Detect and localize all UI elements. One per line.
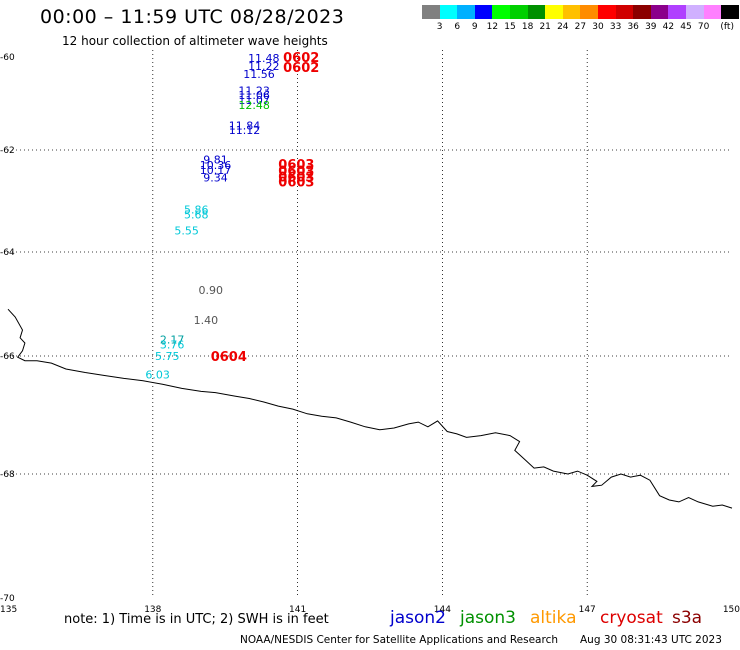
scale-label: 36 [627, 22, 639, 32]
wave-height-value: 11.12 [229, 124, 261, 137]
longitude-label: 147 [579, 605, 596, 615]
wave-height-value: 5.68 [184, 208, 209, 221]
scale-swatch [580, 5, 598, 19]
scale-label: 9 [471, 22, 478, 32]
legend-cryosat: cryosat [600, 608, 663, 628]
scale-swatch [509, 5, 528, 19]
scale-swatch [703, 5, 722, 19]
pass-number: 0602 [283, 61, 319, 76]
wave-height-value: 11.07 [238, 94, 270, 107]
scale-swatch [668, 5, 686, 19]
wave-height-value: 10.17 [200, 164, 232, 177]
wave-height-value: 9.81 [203, 154, 228, 167]
wave-height-value: 9.34 [203, 172, 228, 185]
coastline [7, 308, 733, 509]
wave-height-value: 11.22 [248, 60, 280, 73]
wave-height-value: 11.84 [229, 119, 261, 132]
longitude-label: 135 [0, 605, 17, 615]
scale-label: (ft) [720, 22, 734, 32]
scale-swatch [650, 5, 669, 19]
scale-label: 42 [662, 22, 675, 32]
longitude-label: 138 [144, 605, 161, 615]
latitude-label: -60 [0, 53, 15, 63]
wave-height-value: 11.48 [248, 52, 280, 65]
latitude-label: -62 [0, 146, 15, 156]
pass-number: 0603 [278, 176, 314, 191]
wave-height-value: 12.48 [238, 99, 270, 112]
latitude-label: -64 [0, 248, 15, 258]
scale-label: 6 [454, 22, 461, 32]
scale-swatch [721, 5, 739, 19]
wave-height-value: 11.56 [243, 68, 275, 81]
scale-label: 18 [521, 22, 534, 32]
scale-swatch [457, 5, 475, 19]
wave-height-color-scale [422, 5, 739, 19]
scale-label: 3 [436, 22, 443, 32]
latitude-label: -70 [0, 594, 15, 604]
scale-label: 21 [539, 22, 551, 32]
latitude-labels: -60 -62 -64 -66 -68 -70 [0, 53, 15, 604]
wave-height-value: 10.36 [200, 159, 232, 172]
longitude-labels: 135 138 141 144 147 150 [0, 605, 740, 615]
scale-label: 27 [574, 22, 587, 32]
wave-height-value: 6.03 [145, 368, 170, 381]
wave-height-value: 3.76 [160, 339, 185, 352]
scale-swatch [492, 5, 510, 19]
longitude-label: 150 [723, 605, 740, 615]
scale-label: 30 [592, 22, 604, 32]
pass-number: 0604 [211, 350, 247, 365]
map-subtitle: 12 hour collection of altimeter wave hei… [62, 34, 328, 48]
scale-label: 33 [609, 22, 622, 32]
scale-swatch [597, 5, 616, 19]
lat-lon-grid [8, 50, 732, 598]
scale-label: 70 [697, 22, 710, 32]
pass-number: 0602 [283, 51, 319, 66]
legend-jason2: jason2 [390, 608, 446, 628]
pass-number: 0603 [278, 164, 314, 179]
scale-swatch [422, 5, 440, 19]
wave-height-value: 5.75 [155, 350, 180, 363]
longitude-label: 141 [289, 605, 306, 615]
pass-number: 0603 [278, 158, 314, 173]
color-scale-labels: 3 6 9 12 15 18 21 24 27 30 33 36 39 42 45 70 (ft) [422, 22, 740, 34]
scale-swatch [633, 5, 651, 19]
legend-s3a: s3a [672, 608, 703, 628]
scale-label: 24 [557, 22, 569, 32]
scale-label: 39 [645, 22, 657, 32]
wave-height-value: 2.17 [160, 333, 185, 346]
scale-label: 45 [680, 22, 692, 32]
wave-height-value: 5.86 [184, 204, 209, 217]
scale-swatch [439, 5, 458, 19]
map-title: 00:00 – 11:59 UTC 08/28/2023 [40, 6, 345, 28]
latitude-label: -66 [0, 352, 15, 362]
scale-swatch [685, 5, 704, 19]
longitude-label: 144 [434, 605, 451, 615]
scale-label: 15 [504, 22, 516, 32]
note-text: note: 1) Time is in UTC; 2) SWH is in fe… [64, 612, 329, 627]
wave-height-value: 0.90 [198, 284, 223, 297]
scale-label: 12 [486, 22, 499, 32]
latitude-label: -68 [0, 470, 15, 480]
scale-swatch [545, 5, 563, 19]
scale-swatch [527, 5, 546, 19]
scale-swatch [562, 5, 581, 19]
wave-height-value: 1.40 [194, 314, 219, 327]
legend-jason3: jason3 [460, 608, 516, 628]
legend-altika: altika [530, 608, 577, 628]
credit-text: NOAA/NESDIS Center for Satellite Applica… [240, 634, 558, 646]
scale-swatch [474, 5, 493, 19]
pass-number: 0603 [278, 171, 314, 186]
wave-height-value: 11.06 [238, 89, 270, 102]
wave-height-value: 5.55 [174, 225, 199, 238]
scale-swatch [615, 5, 634, 19]
wave-height-value: 11.23 [238, 84, 270, 97]
generation-timestamp: Aug 30 08:31:43 UTC 2023 [580, 634, 722, 646]
